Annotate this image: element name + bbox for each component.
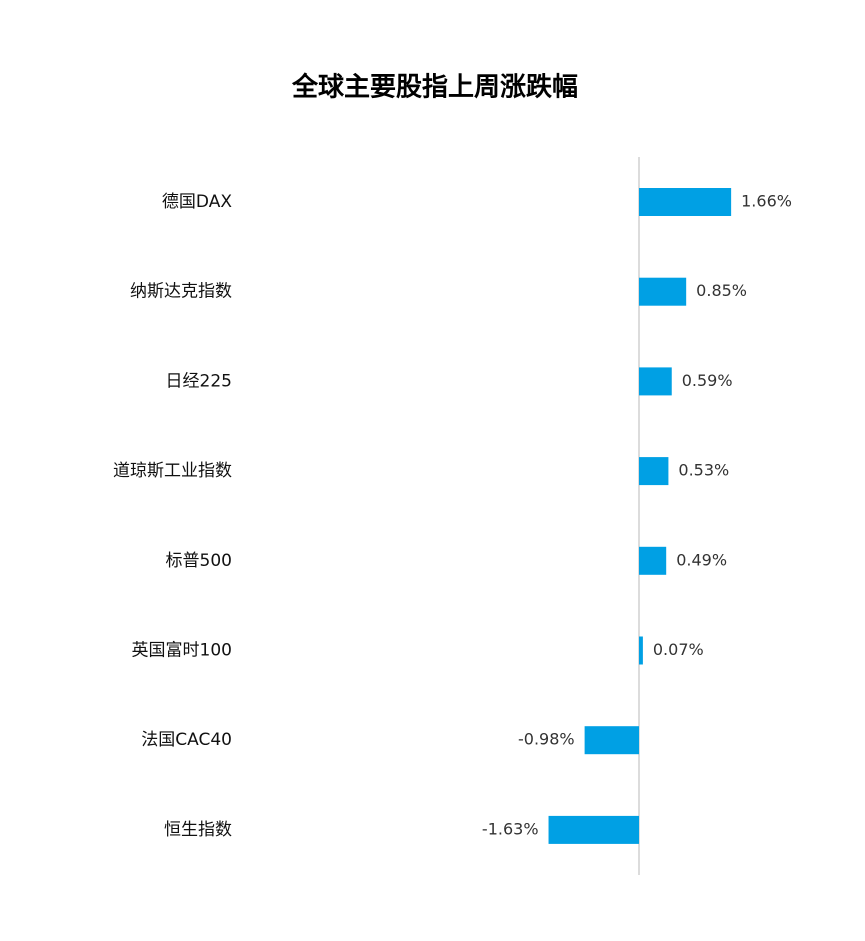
value-label: 1.66% [741, 192, 792, 211]
category-label: 标普500 [166, 551, 232, 571]
value-label: -1.63% [482, 819, 539, 838]
value-label: 0.53% [678, 461, 729, 480]
bar [639, 188, 732, 216]
category-label: 法国CAC40 [141, 730, 232, 750]
value-label: 0.49% [676, 550, 727, 569]
value-label: 0.59% [682, 371, 733, 390]
value-label: 0.07% [653, 640, 704, 659]
value-label: -0.98% [518, 730, 575, 749]
value-label: 0.85% [696, 281, 747, 300]
bar [639, 457, 669, 486]
chart-title: 全球主要股指上周涨跌幅 [291, 72, 578, 103]
category-label: 恒生指数 [164, 820, 232, 840]
bar [639, 546, 667, 575]
bar [639, 367, 672, 396]
category-label: 德国DAX [162, 192, 232, 212]
bar [548, 815, 639, 844]
category-label: 纳斯达克指数 [130, 282, 232, 302]
bar [639, 636, 643, 665]
bar [639, 277, 687, 306]
category-label: 英国富时100 [132, 641, 232, 661]
category-label: 道琼斯工业指数 [113, 461, 232, 481]
bar [584, 726, 639, 755]
category-label: 日经225 [166, 371, 232, 391]
